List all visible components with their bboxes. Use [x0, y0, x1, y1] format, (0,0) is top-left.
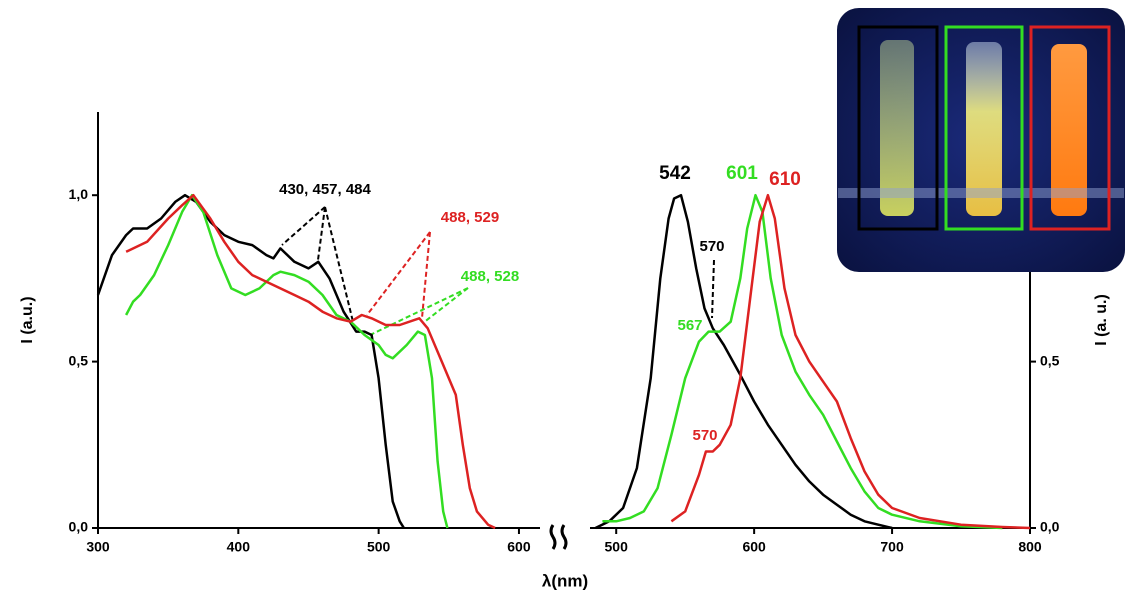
spectrum-line [125, 193, 496, 530]
annotation: 567 [677, 317, 702, 334]
frame-black [857, 25, 939, 231]
annotation-connector [366, 231, 431, 316]
spectrum-line [670, 193, 1031, 530]
frame-red [1029, 25, 1111, 231]
spectrum-line [96, 193, 405, 529]
annotation: 570 [692, 427, 717, 444]
x-tick-label: 500 [367, 539, 391, 555]
x-tick-label: 600 [742, 539, 766, 555]
x-tick-label: 500 [605, 539, 629, 555]
y-tick-label: 0,0 [69, 519, 89, 535]
annotation-connector [324, 206, 356, 331]
annotation: 430, 457, 484 [279, 181, 371, 198]
y-tick-label: 1,0 [69, 186, 89, 202]
annotation: 601 [726, 163, 758, 184]
x-tick-label: 300 [86, 539, 110, 555]
annotation-connector [281, 206, 326, 246]
y-tick-label: 0,5 [1040, 352, 1060, 368]
x-tick-label: 800 [1018, 539, 1042, 555]
x-axis-label: λ(nm) [542, 571, 588, 590]
plot-area: 300 400 500 600 0,0 0,5 1,0 I (a.u.) λ(nm) 430, 4… [19, 112, 1110, 590]
y-tick-label: 0,0 [1040, 519, 1060, 535]
y-axis-label: I (a. u.) [1093, 294, 1110, 346]
spectrum-line [124, 193, 449, 529]
break-mark [549, 524, 557, 550]
y-axis-label: I (a.u.) [19, 296, 36, 343]
annotation-connector [317, 206, 326, 261]
break-mark [560, 524, 568, 550]
annotation: 542 [659, 163, 691, 184]
annotation-connector [421, 231, 431, 319]
photo-inset [837, 8, 1125, 272]
tube [1051, 44, 1087, 216]
x-tick-label: 600 [507, 539, 531, 555]
annotation-connector [422, 287, 469, 324]
frame-green [944, 25, 1024, 231]
x-tick-label: 700 [880, 539, 904, 555]
tube [966, 42, 1002, 216]
tube [880, 40, 914, 216]
spectrum-line [602, 193, 1003, 530]
shelf [838, 188, 1124, 198]
annotation: 610 [769, 169, 801, 190]
spectrum-line [594, 193, 893, 530]
y-tick-label: 0,5 [69, 352, 89, 368]
annotation: 570 [699, 238, 724, 255]
annotation-connector [711, 259, 715, 319]
axis-break [549, 524, 568, 550]
annotation-connector [369, 287, 469, 336]
x-tick-label: 400 [227, 539, 251, 555]
annotation: 488, 529 [441, 209, 499, 226]
annotation: 488, 528 [461, 268, 519, 285]
